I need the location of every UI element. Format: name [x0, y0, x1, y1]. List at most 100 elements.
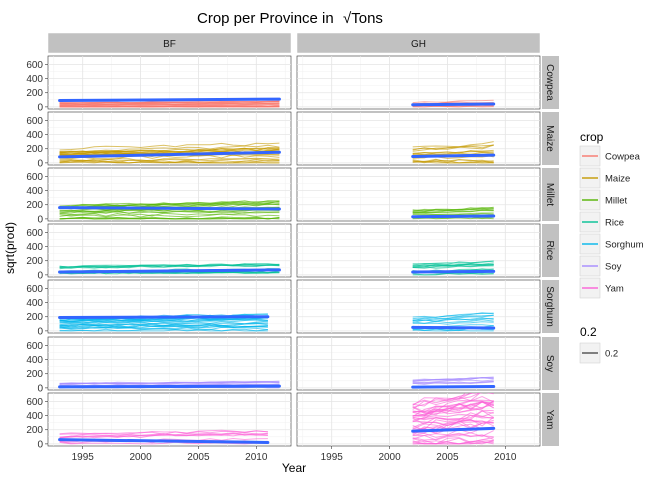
legend-size-label: 0.2 — [605, 349, 618, 360]
trend-line — [58, 268, 281, 274]
facet-strip-label: Soy — [544, 355, 555, 372]
province-series-line — [59, 159, 280, 164]
province-series-line — [412, 414, 494, 427]
trend-line — [411, 214, 496, 219]
y-tick-label: 600 — [26, 228, 43, 239]
province-series-line — [412, 432, 494, 438]
province-series-line — [412, 144, 494, 152]
province-series-line — [59, 100, 280, 104]
legend-label: Maize — [605, 174, 630, 185]
x-tick-label: 1995 — [72, 452, 95, 463]
y-tick-label: 0 — [37, 383, 43, 394]
facet-strip-label: Rice — [544, 240, 555, 260]
legend-label: Rice — [605, 218, 624, 229]
trend-line — [411, 269, 496, 274]
facet-strip-millet — [542, 168, 559, 221]
facet-panels: 0 200 400 600 0 200 400 600 0 200 400 600 0 200 400 600… — [26, 55, 541, 463]
legend: crop CowpeaMaizeMilletRiceSorghumSoyYam … — [579, 130, 644, 364]
province-series-line — [412, 393, 467, 408]
province-series-line — [412, 419, 494, 430]
province-series-line — [412, 410, 494, 425]
y-axis-title: sqrt(prod) — [3, 222, 17, 274]
province-series-line — [412, 317, 494, 323]
province-series-line — [412, 420, 494, 430]
legend-items: Cowpea Maize Millet Rice Sorghum Soy Yam — [579, 145, 644, 299]
province-series-line — [59, 320, 268, 327]
province-series-line — [412, 400, 494, 416]
x-tick-label: 1995 — [321, 452, 344, 463]
province-series-line — [412, 206, 494, 212]
province-series-line — [59, 209, 280, 214]
facet-strip-bf — [47, 32, 292, 54]
legend-label: Soy — [605, 262, 622, 273]
legend-label: Cowpea — [605, 152, 641, 163]
province-series-line — [59, 142, 280, 151]
province-series-line — [412, 437, 494, 445]
province-series-line — [412, 433, 494, 441]
chart-title-math: √Tons — [343, 10, 383, 27]
province-series-line — [412, 144, 494, 151]
province-series-line — [412, 329, 494, 332]
province-series-line — [412, 263, 494, 268]
province-series-line — [59, 103, 280, 106]
y-tick-label: 600 — [26, 60, 43, 71]
legend-title: crop — [580, 130, 604, 144]
province-series-line — [412, 439, 494, 445]
x-tick-label: 2005 — [436, 452, 459, 463]
province-series-line — [59, 147, 280, 154]
facet-strip-yam — [542, 393, 559, 446]
province-series-line — [412, 158, 494, 163]
province-series-line — [412, 377, 494, 381]
facet-strip-label: BF — [163, 39, 176, 50]
province-series-line — [412, 314, 494, 322]
trend-line — [58, 384, 281, 389]
province-series-line — [412, 380, 494, 384]
trend-line — [411, 102, 496, 107]
y-tick-label: 0 — [37, 270, 43, 281]
province-series-line — [59, 324, 268, 329]
province-series-line — [59, 154, 280, 160]
province-series-line — [412, 160, 494, 164]
y-tick-label: 400 — [26, 242, 43, 253]
province-series-line — [59, 263, 280, 268]
panel-series-group — [58, 429, 270, 445]
panel-series-group — [411, 99, 496, 108]
trend-line — [411, 325, 496, 330]
y-tick-label: 200 — [26, 312, 43, 323]
y-tick-label: 400 — [26, 355, 43, 366]
province-series-line — [59, 200, 280, 208]
y-tick-label: 400 — [26, 130, 43, 141]
y-tick-label: 600 — [26, 397, 43, 408]
facet-strip-gh — [296, 32, 541, 54]
panel-series-group — [411, 393, 496, 445]
province-series-line — [412, 393, 494, 410]
chart-title: Crop per Province in — [197, 10, 334, 27]
province-series-line — [59, 264, 280, 270]
province-series-line — [59, 380, 280, 384]
province-series-line — [412, 272, 494, 276]
y-tick-label: 0 — [37, 439, 43, 450]
trend-line — [58, 438, 270, 444]
province-series-line — [59, 105, 280, 108]
province-series-line — [59, 213, 280, 218]
province-series-line — [412, 209, 494, 214]
province-series-line — [412, 412, 494, 421]
legend-label: Sorghum — [605, 240, 644, 251]
province-series-line — [59, 216, 280, 220]
legend-label: Millet — [605, 196, 628, 207]
facet-strip-rice — [542, 224, 559, 277]
chart-title-math-text: √Tons — [343, 10, 383, 27]
province-series-line — [412, 149, 494, 155]
province-series-line — [412, 312, 494, 318]
province-series-line — [412, 141, 494, 148]
y-tick-label: 600 — [26, 341, 43, 352]
x-tick-label: 2010 — [245, 452, 268, 463]
chart-title-text: Crop per Province in — [197, 10, 334, 27]
x-tick-label: 2000 — [129, 452, 152, 463]
province-series-line — [59, 383, 280, 387]
y-tick-label: 0 — [37, 214, 43, 225]
y-tick-label: 200 — [26, 369, 43, 380]
facet-strip-label: Millet — [544, 183, 555, 207]
facet-strip-soy — [542, 337, 559, 390]
